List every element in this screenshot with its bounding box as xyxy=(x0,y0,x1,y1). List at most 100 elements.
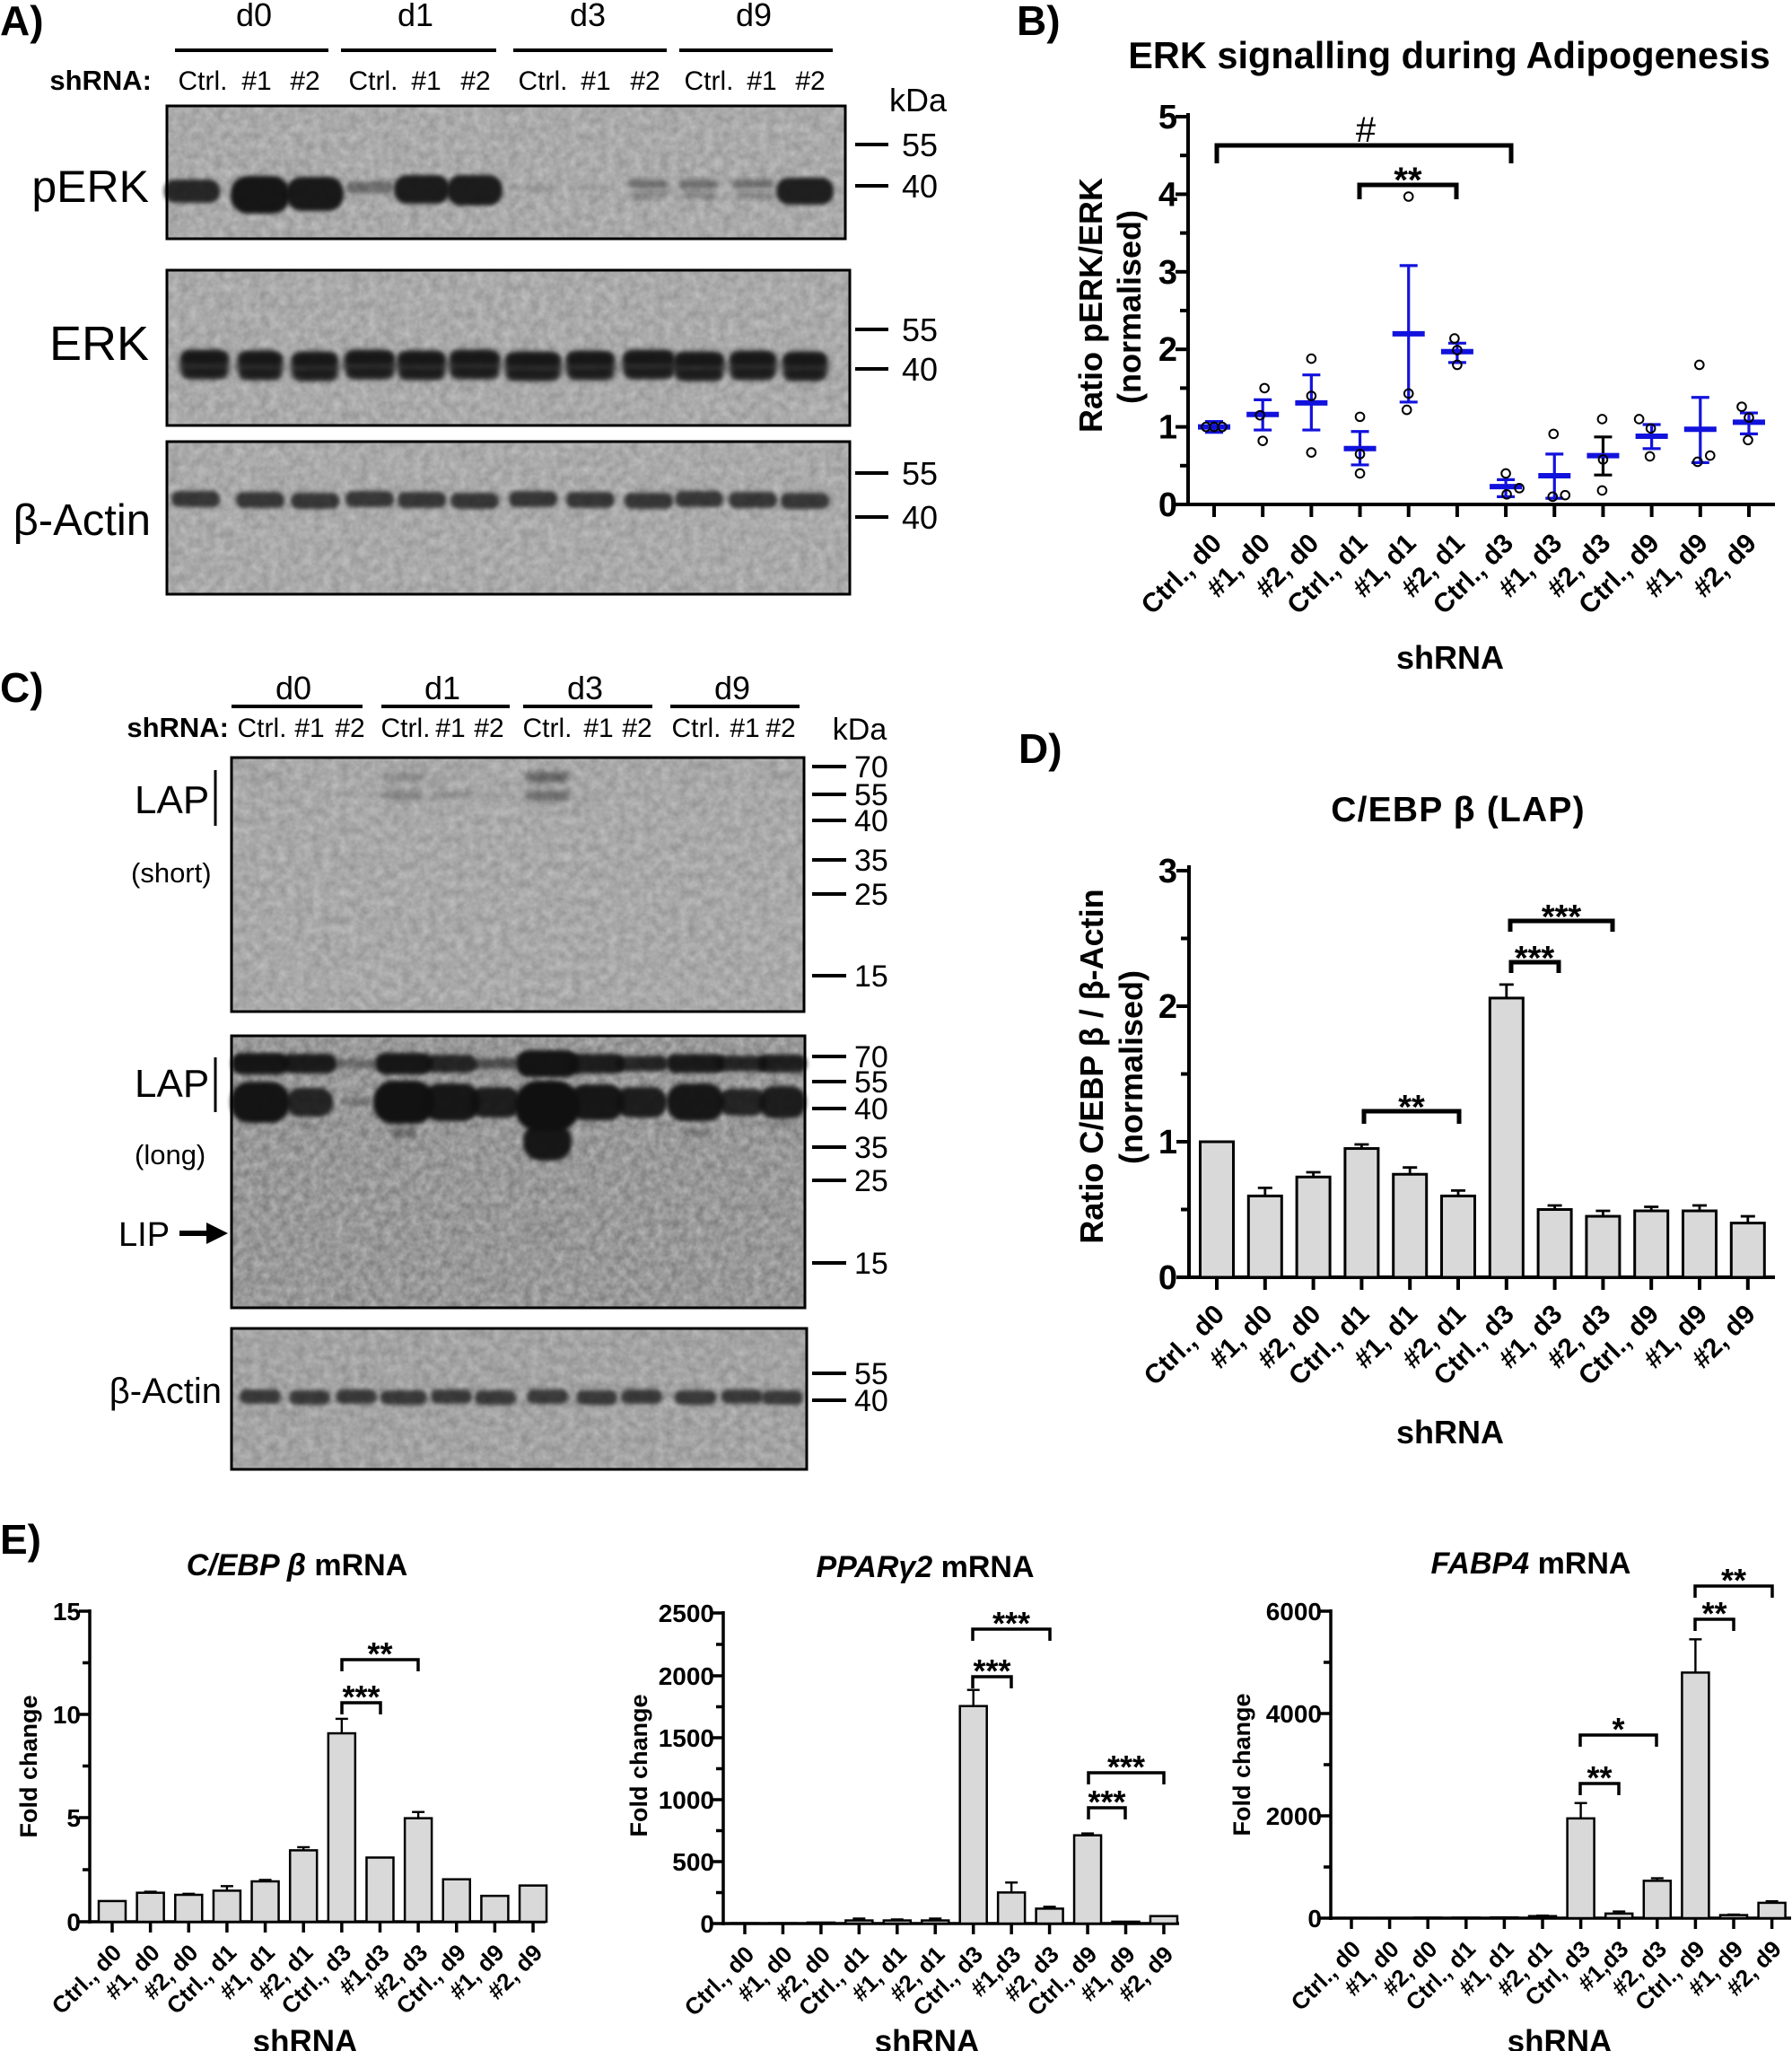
svg-text:#1: #1 xyxy=(411,66,441,96)
svg-text:55: 55 xyxy=(902,127,938,163)
svg-text:4000: 4000 xyxy=(1266,1700,1322,1728)
svg-text:#2: #2 xyxy=(335,714,364,743)
svg-text:Ctrl.: Ctrl. xyxy=(519,66,568,96)
svg-text:40: 40 xyxy=(902,168,938,205)
svg-text:***: *** xyxy=(1088,1784,1125,1820)
svg-text:(normalised): (normalised) xyxy=(1111,210,1148,404)
svg-text:40: 40 xyxy=(902,351,938,388)
svg-text:40: 40 xyxy=(854,1384,888,1418)
svg-text:15: 15 xyxy=(53,1598,81,1626)
svg-text:d9: d9 xyxy=(736,0,772,33)
svg-text:D): D) xyxy=(1018,725,1062,772)
svg-text:shRNA: shRNA xyxy=(253,2024,358,2051)
svg-text:d9: d9 xyxy=(714,670,750,706)
svg-text:55: 55 xyxy=(902,311,938,348)
svg-text:55: 55 xyxy=(854,1065,888,1100)
svg-text:40: 40 xyxy=(854,804,888,838)
svg-text:Ratio pERK/ERK: Ratio pERK/ERK xyxy=(1072,178,1109,433)
svg-text:0: 0 xyxy=(66,1908,81,1936)
svg-text:shRNA: shRNA xyxy=(1396,1414,1504,1451)
svg-text:Ctrl.: Ctrl. xyxy=(238,714,287,743)
svg-text:3: 3 xyxy=(1158,254,1177,292)
svg-text:2: 2 xyxy=(1158,988,1177,1026)
svg-text:55: 55 xyxy=(854,778,888,812)
svg-text:***: *** xyxy=(1107,1749,1145,1785)
svg-text:#2: #2 xyxy=(795,66,825,96)
svg-text:Fold change: Fold change xyxy=(625,1694,652,1836)
svg-text:1: 1 xyxy=(1158,409,1177,447)
svg-text:0: 0 xyxy=(1307,1905,1322,1933)
svg-text:Ctrl.: Ctrl. xyxy=(685,66,734,96)
svg-text:#2: #2 xyxy=(290,66,319,96)
svg-text:d3: d3 xyxy=(567,670,603,706)
svg-text:Fold change: Fold change xyxy=(1228,1693,1255,1836)
svg-text:#1: #1 xyxy=(241,66,271,96)
svg-text:***: *** xyxy=(1515,940,1555,977)
svg-text:500: 500 xyxy=(672,1848,714,1876)
svg-text:d1: d1 xyxy=(398,0,433,33)
svg-text:55: 55 xyxy=(854,1357,888,1391)
svg-text:#1: #1 xyxy=(730,714,759,743)
svg-text:15: 15 xyxy=(854,960,888,994)
svg-text:E): E) xyxy=(0,1516,41,1563)
svg-text:#2: #2 xyxy=(630,66,660,96)
svg-text:#1: #1 xyxy=(581,66,610,96)
svg-text:shRNA: shRNA xyxy=(875,2024,980,2051)
svg-text:#1: #1 xyxy=(747,66,776,96)
svg-text:β-Actin: β-Actin xyxy=(109,1372,222,1411)
svg-text:3: 3 xyxy=(1158,853,1177,890)
svg-text:1: 1 xyxy=(1158,1124,1177,1161)
svg-text:#2: #2 xyxy=(460,66,490,96)
svg-text:2000: 2000 xyxy=(1266,1802,1322,1830)
svg-text:25: 25 xyxy=(854,1164,888,1198)
svg-text:2: 2 xyxy=(1158,331,1177,369)
svg-text:40: 40 xyxy=(902,499,938,536)
svg-text:15: 15 xyxy=(854,1247,888,1281)
svg-text:pERK: pERK xyxy=(31,162,149,212)
svg-text:35: 35 xyxy=(854,844,888,878)
svg-text:**: ** xyxy=(1587,1759,1612,1796)
svg-text:C/EBP β (LAP): C/EBP β (LAP) xyxy=(1331,791,1586,829)
svg-text:d0: d0 xyxy=(275,670,311,706)
svg-text:#: # xyxy=(1356,110,1377,150)
svg-text:LIP: LIP xyxy=(118,1216,170,1254)
svg-text:kDa: kDa xyxy=(889,82,948,118)
svg-text:6000: 6000 xyxy=(1266,1598,1322,1626)
svg-text:10: 10 xyxy=(53,1701,81,1729)
svg-text:70: 70 xyxy=(854,750,888,784)
svg-text:#2: #2 xyxy=(474,714,503,743)
svg-text:ERK: ERK xyxy=(49,317,149,371)
svg-text:β-Actin: β-Actin xyxy=(13,496,151,545)
svg-text:Ctrl.: Ctrl. xyxy=(381,714,431,743)
svg-text:Ctrl.: Ctrl. xyxy=(349,66,398,96)
svg-text:***: *** xyxy=(342,1678,380,1715)
svg-text:***: *** xyxy=(973,1652,1010,1689)
svg-text:#1: #1 xyxy=(294,714,324,743)
svg-text:(short): (short) xyxy=(131,857,212,889)
svg-text:2500: 2500 xyxy=(659,1600,714,1627)
svg-text:shRNA: shRNA xyxy=(1508,2024,1613,2051)
svg-text:#1: #1 xyxy=(435,714,465,743)
svg-text:C): C) xyxy=(0,664,44,711)
svg-text:d0: d0 xyxy=(236,0,272,33)
svg-text:LAP: LAP xyxy=(135,1062,209,1106)
svg-text:**: ** xyxy=(1398,1089,1425,1126)
svg-text:shRNA: shRNA xyxy=(1396,639,1504,676)
svg-text:***: *** xyxy=(992,1605,1030,1642)
svg-text:4: 4 xyxy=(1158,176,1177,214)
svg-text:Ctrl.: Ctrl. xyxy=(672,714,721,743)
svg-text:shRNA:: shRNA: xyxy=(49,65,152,96)
svg-text:B): B) xyxy=(1017,0,1061,44)
svg-text:**: ** xyxy=(367,1635,392,1672)
svg-text:(normalised): (normalised) xyxy=(1113,970,1150,1164)
svg-text:shRNA:: shRNA: xyxy=(127,712,229,743)
svg-text:35: 35 xyxy=(854,1131,888,1165)
svg-text:70: 70 xyxy=(854,1040,888,1074)
svg-text:5: 5 xyxy=(1158,99,1177,136)
svg-text:(long): (long) xyxy=(135,1139,205,1170)
svg-text:#1: #1 xyxy=(583,714,613,743)
svg-text:0: 0 xyxy=(1158,1259,1177,1297)
svg-text:d3: d3 xyxy=(570,0,606,33)
svg-text:5: 5 xyxy=(66,1804,81,1832)
svg-text:A): A) xyxy=(0,0,44,44)
